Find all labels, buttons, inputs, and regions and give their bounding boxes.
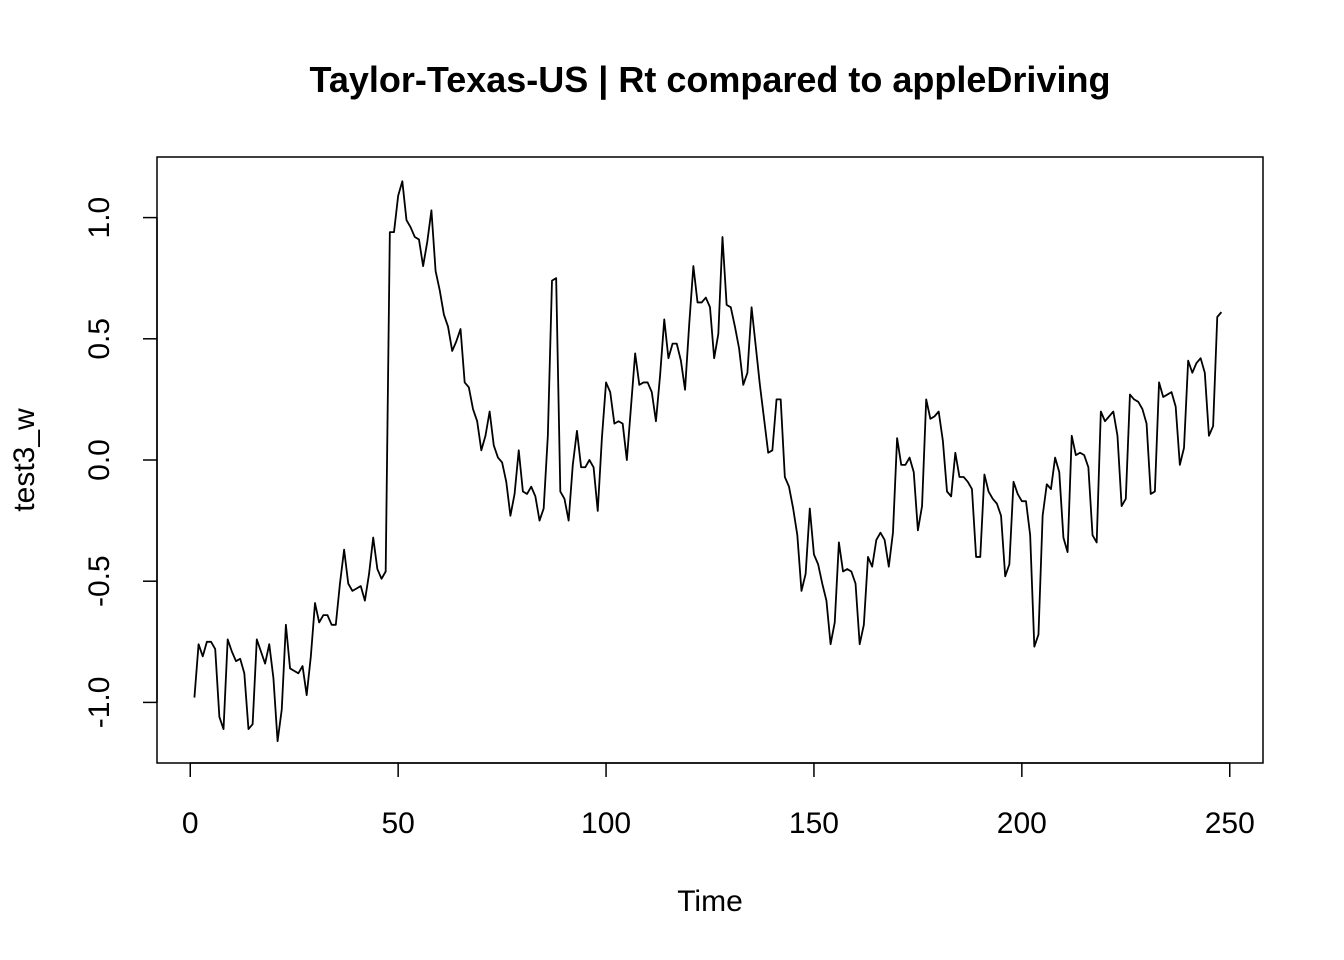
x-tick-label: 0: [182, 807, 199, 840]
chart-title: Taylor-Texas-US | Rt compared to appleDr…: [310, 59, 1111, 101]
x-tick-label: 250: [1205, 807, 1255, 840]
series-line: [193, 180, 1223, 743]
y-tick-label: -1.0: [83, 677, 116, 729]
y-tick-label: 0.5: [83, 318, 116, 360]
x-axis: 0 50 100 150 200 250: [182, 762, 1255, 840]
y-axis-label: test3_w: [8, 408, 41, 512]
x-tick-label: 150: [789, 807, 839, 840]
y-tick-label: -0.5: [83, 555, 116, 607]
plot-frame: [156, 156, 1264, 764]
x-axis-label: Time: [677, 885, 743, 918]
y-tick-label: 0.0: [83, 439, 116, 481]
x-tick-label: 50: [381, 807, 414, 840]
x-tick-label: 100: [581, 807, 631, 840]
y-tick-label: 1.0: [83, 197, 116, 239]
x-tick-label: 200: [997, 807, 1047, 840]
y-axis: -1.0 -0.5 0.0 0.5 1.0: [83, 197, 158, 729]
